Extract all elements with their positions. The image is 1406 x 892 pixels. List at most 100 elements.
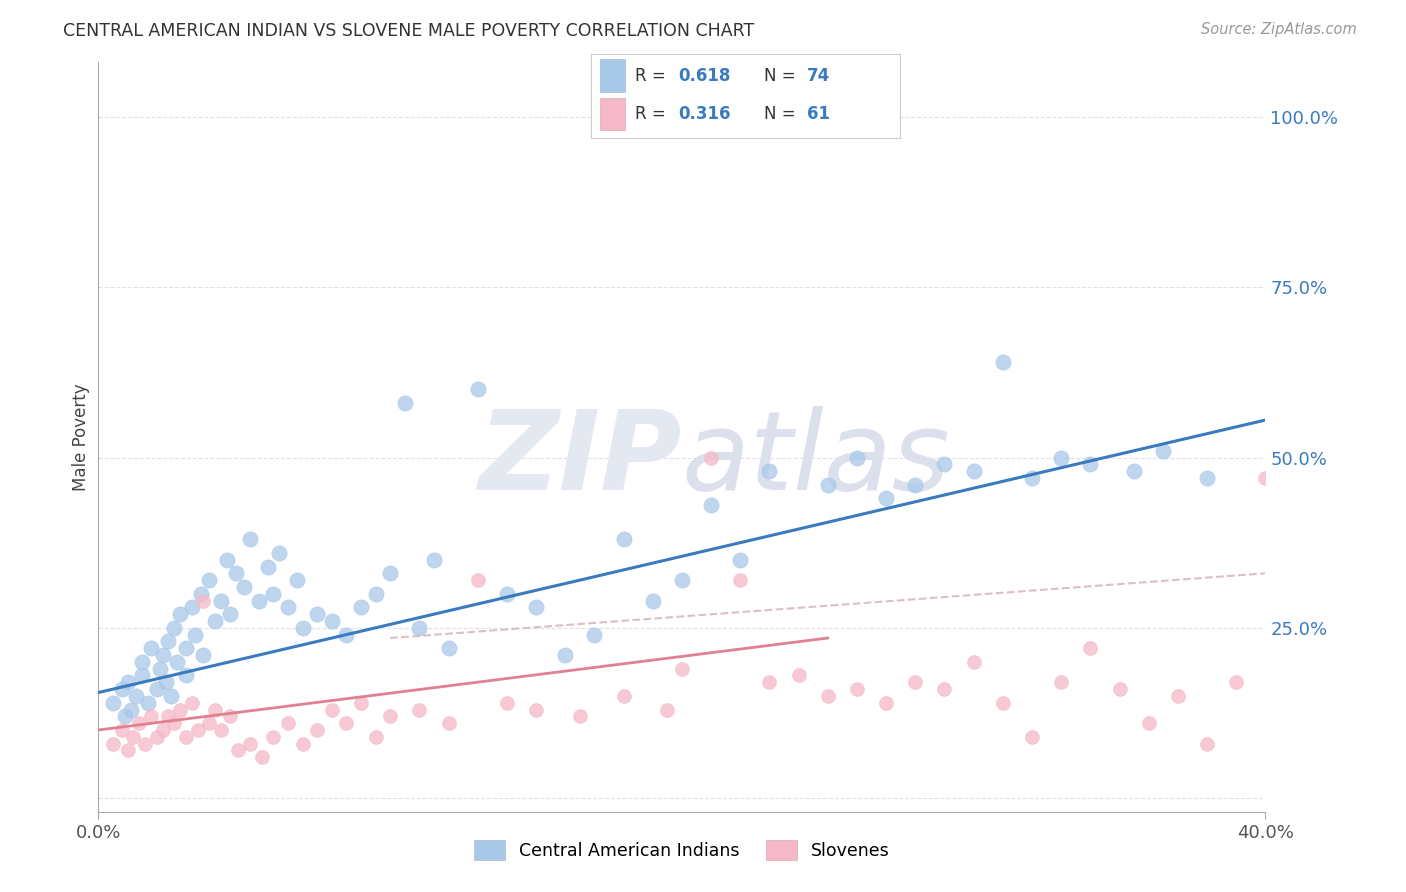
Point bbox=[174, 641, 197, 656]
Point bbox=[408, 702, 430, 716]
Point bbox=[228, 743, 250, 757]
Point bbox=[437, 641, 460, 656]
Point bbox=[1254, 471, 1277, 485]
Point bbox=[183, 627, 205, 641]
Point bbox=[1080, 458, 1102, 472]
Point bbox=[875, 491, 897, 506]
Point bbox=[157, 634, 180, 648]
Point bbox=[554, 648, 576, 662]
Point bbox=[307, 723, 329, 737]
Point bbox=[700, 498, 723, 512]
Point bbox=[350, 696, 373, 710]
Point bbox=[215, 552, 238, 566]
Point bbox=[262, 730, 284, 744]
Point bbox=[239, 737, 262, 751]
Point bbox=[350, 600, 373, 615]
Point bbox=[256, 559, 278, 574]
Point bbox=[169, 607, 191, 622]
Point bbox=[204, 614, 226, 628]
Text: 74: 74 bbox=[807, 67, 831, 85]
Point bbox=[163, 621, 186, 635]
Point bbox=[904, 675, 927, 690]
Point bbox=[269, 546, 291, 560]
Text: 61: 61 bbox=[807, 104, 830, 123]
Point bbox=[169, 702, 191, 716]
Text: N =: N = bbox=[763, 104, 800, 123]
Point bbox=[641, 593, 664, 607]
Point bbox=[277, 600, 299, 615]
Point bbox=[193, 648, 215, 662]
Point bbox=[225, 566, 247, 581]
Point bbox=[250, 750, 273, 764]
Point bbox=[817, 689, 839, 703]
Point bbox=[335, 627, 357, 641]
Point bbox=[204, 702, 226, 716]
Point bbox=[1021, 471, 1043, 485]
Point bbox=[934, 682, 956, 697]
Point bbox=[1021, 730, 1043, 744]
Point bbox=[180, 600, 202, 615]
Point bbox=[496, 587, 519, 601]
Point bbox=[568, 709, 591, 723]
Point bbox=[136, 696, 159, 710]
Point bbox=[934, 458, 956, 472]
Point bbox=[671, 662, 693, 676]
Point bbox=[131, 668, 153, 682]
Point bbox=[364, 730, 387, 744]
Point bbox=[209, 723, 232, 737]
Point bbox=[218, 607, 240, 622]
Point bbox=[364, 587, 387, 601]
Point bbox=[174, 730, 197, 744]
Point bbox=[817, 477, 839, 491]
Point bbox=[437, 716, 460, 731]
Point bbox=[730, 573, 752, 587]
Point bbox=[671, 573, 693, 587]
Point bbox=[612, 533, 634, 547]
Point bbox=[394, 396, 416, 410]
Point bbox=[131, 655, 153, 669]
Point bbox=[277, 716, 299, 731]
Text: 0.618: 0.618 bbox=[679, 67, 731, 85]
Point bbox=[139, 709, 162, 723]
Point bbox=[335, 716, 357, 731]
Point bbox=[149, 662, 172, 676]
Point bbox=[101, 696, 124, 710]
Point bbox=[467, 573, 489, 587]
Point bbox=[128, 716, 150, 731]
Point bbox=[1050, 450, 1073, 465]
Point bbox=[166, 655, 188, 669]
Text: CENTRAL AMERICAN INDIAN VS SLOVENE MALE POVERTY CORRELATION CHART: CENTRAL AMERICAN INDIAN VS SLOVENE MALE … bbox=[63, 22, 755, 40]
Point bbox=[125, 689, 148, 703]
Point bbox=[111, 723, 134, 737]
Point bbox=[904, 477, 927, 491]
Point bbox=[758, 675, 780, 690]
Point bbox=[408, 621, 430, 635]
Point bbox=[247, 593, 270, 607]
Text: ZIP: ZIP bbox=[478, 406, 682, 513]
Point bbox=[218, 709, 240, 723]
Point bbox=[160, 689, 183, 703]
Point bbox=[120, 702, 142, 716]
Point bbox=[991, 696, 1014, 710]
Text: 0.316: 0.316 bbox=[679, 104, 731, 123]
Point bbox=[1195, 471, 1218, 485]
Point bbox=[152, 723, 174, 737]
Y-axis label: Male Poverty: Male Poverty bbox=[72, 384, 90, 491]
Point bbox=[190, 587, 212, 601]
Point bbox=[612, 689, 634, 703]
Point bbox=[758, 464, 780, 478]
Point bbox=[962, 464, 984, 478]
Point bbox=[787, 668, 810, 682]
Text: R =: R = bbox=[636, 67, 672, 85]
Point bbox=[139, 641, 162, 656]
Point bbox=[321, 702, 343, 716]
Point bbox=[1123, 464, 1146, 478]
Text: N =: N = bbox=[763, 67, 800, 85]
Point bbox=[157, 709, 180, 723]
Point bbox=[524, 702, 547, 716]
Point bbox=[962, 655, 984, 669]
Point bbox=[146, 682, 169, 697]
Point bbox=[467, 383, 489, 397]
Point bbox=[239, 533, 262, 547]
Point bbox=[193, 593, 215, 607]
